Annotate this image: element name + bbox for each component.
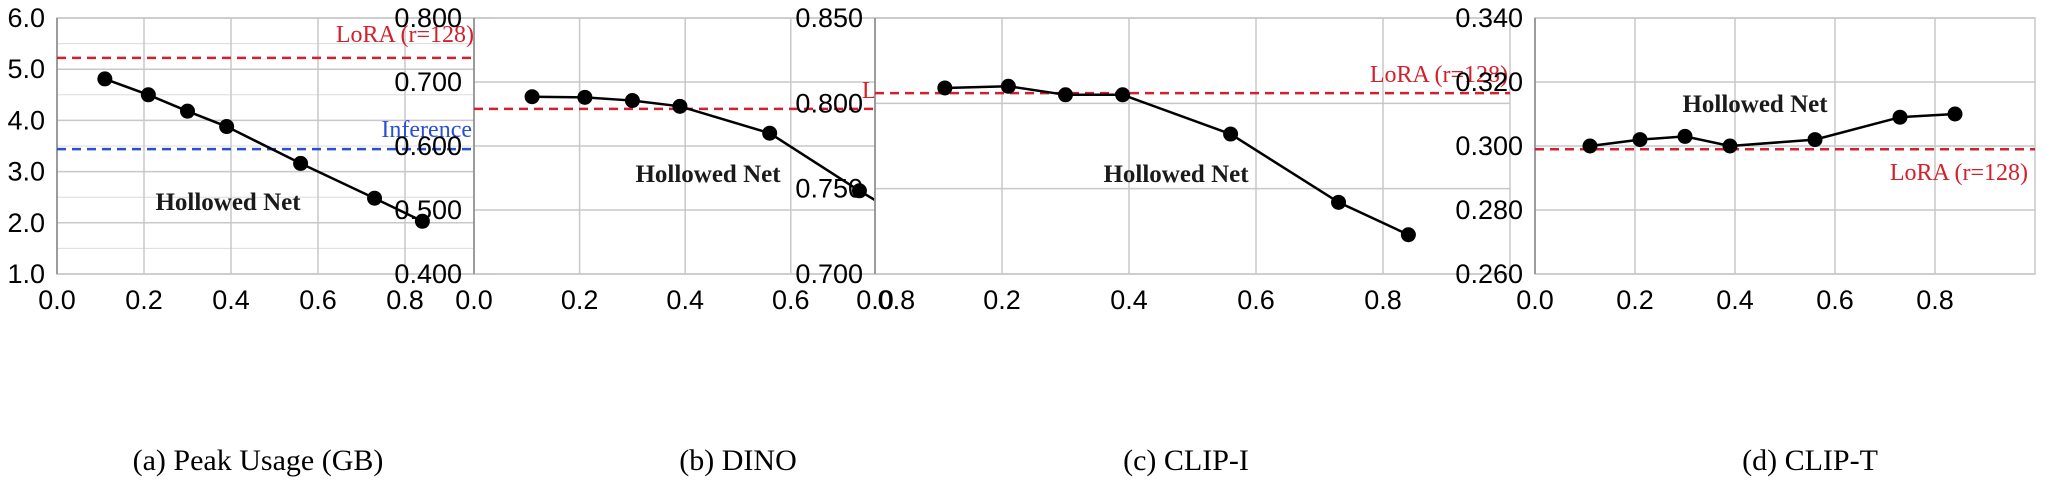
x-tick-label: 0.8 bbox=[878, 285, 916, 315]
data-point bbox=[1722, 138, 1738, 154]
data-point bbox=[524, 89, 540, 105]
y-tick-label: 0.400 bbox=[394, 259, 462, 289]
reference-line-label: LoRA (r=128) bbox=[336, 22, 474, 48]
y-tick-label: 0.300 bbox=[1455, 131, 1523, 161]
y-tick-label: 5.0 bbox=[7, 54, 45, 84]
panel-caption: (d) CLIP-T bbox=[1742, 444, 1878, 477]
series-label: Hollowed Net bbox=[155, 189, 301, 216]
x-tick-label: 0.8 bbox=[1916, 285, 1954, 315]
data-point bbox=[762, 125, 778, 141]
series-label: Hollowed Net bbox=[635, 161, 781, 188]
data-point bbox=[672, 98, 688, 114]
data-point bbox=[1058, 87, 1073, 103]
x-tick-label: 0.4 bbox=[212, 285, 250, 315]
data-point bbox=[414, 213, 430, 229]
y-tick-label: 0.700 bbox=[795, 259, 863, 289]
y-tick-label: 4.0 bbox=[7, 105, 45, 135]
x-tick-label: 0.0 bbox=[1516, 285, 1554, 315]
chart-panel-1: 1.0 2.0 3.0 4.0 5.0 6.0 0.0 0.2 0.4 0.6 0.8 LoRA (r… bbox=[7, 3, 493, 477]
x-tick-label: 0.4 bbox=[1716, 285, 1754, 315]
y-tick-label: 0.600 bbox=[394, 131, 462, 161]
x-tick-label: 0.2 bbox=[125, 285, 163, 315]
data-point bbox=[851, 183, 867, 199]
y-tick-label: 0.750 bbox=[795, 174, 863, 204]
data-point bbox=[293, 155, 309, 171]
x-tick-label: 0.0 bbox=[856, 285, 894, 315]
data-point bbox=[624, 93, 640, 109]
data-point bbox=[577, 89, 593, 105]
y-tick-label: 0.280 bbox=[1455, 195, 1523, 225]
data-point bbox=[1632, 132, 1648, 148]
y-tick-label: 3.0 bbox=[7, 157, 45, 187]
y-tick-label: 0.850 bbox=[795, 3, 863, 33]
x-tick-label: 0.8 bbox=[1364, 285, 1402, 315]
data-point bbox=[1000, 78, 1016, 94]
data-point bbox=[180, 103, 195, 119]
x-tick-label: 0.0 bbox=[38, 285, 76, 315]
x-tick-label: 0.0 bbox=[455, 285, 493, 315]
x-tick-label: 0.8 bbox=[386, 285, 424, 315]
data-point bbox=[1115, 87, 1131, 103]
x-tick-label: 0.4 bbox=[666, 285, 704, 315]
chart-panel-4: 0.260 0.280 0.300 0.320 0.340 0.0 0.2 0.4 0.6 0.8… bbox=[1455, 3, 2036, 477]
data-point bbox=[937, 80, 953, 96]
y-tick-label: 6.0 bbox=[7, 3, 45, 33]
data-point bbox=[1331, 194, 1347, 210]
data-point bbox=[1223, 126, 1239, 142]
y-tick-label: 1.0 bbox=[7, 259, 45, 289]
x-tick-label: 0.2 bbox=[1616, 285, 1654, 315]
panel-caption: (a) Peak Usage (GB) bbox=[133, 444, 384, 477]
data-point bbox=[219, 119, 235, 135]
data-point bbox=[367, 190, 383, 206]
reference-line-label: LoRA (r=128) bbox=[1890, 160, 2028, 186]
reference-line-label: Inference bbox=[381, 117, 472, 143]
x-tick-label: 0.6 bbox=[1237, 285, 1275, 315]
x-tick-label: 0.6 bbox=[1816, 285, 1854, 315]
panel-caption: (c) CLIP-I bbox=[1123, 444, 1249, 477]
data-point bbox=[1400, 227, 1416, 243]
y-tick-label: 0.320 bbox=[1455, 67, 1523, 97]
panel-caption: (b) DINO bbox=[679, 444, 796, 477]
x-tick-label: 0.4 bbox=[1110, 285, 1148, 315]
data-point bbox=[1892, 109, 1908, 125]
data-point bbox=[140, 87, 156, 103]
data-point bbox=[97, 71, 113, 87]
y-tick-label: 0.340 bbox=[1455, 3, 1523, 33]
reference-line-label: LoRA (r=128) bbox=[1370, 62, 1508, 88]
y-tick-label: 0.260 bbox=[1455, 259, 1523, 289]
data-point bbox=[1582, 138, 1598, 154]
x-tick-label: 0.6 bbox=[772, 285, 810, 315]
series-label: Hollowed Net bbox=[1103, 161, 1249, 188]
x-tick-label: 0.2 bbox=[561, 285, 599, 315]
y-tick-label: 0.700 bbox=[394, 67, 462, 97]
series-label: Hollowed Net bbox=[1682, 91, 1828, 118]
y-tick-label: 0.800 bbox=[795, 88, 863, 118]
y-tick-label: 0.800 bbox=[394, 3, 462, 33]
data-point bbox=[1807, 132, 1823, 148]
y-tick-label: 2.0 bbox=[7, 208, 45, 238]
x-tick-label: 0.6 bbox=[299, 285, 337, 315]
data-point bbox=[1677, 128, 1693, 144]
x-tick-label: 0.2 bbox=[983, 285, 1021, 315]
data-point bbox=[1947, 106, 1963, 122]
y-tick-label: 0.500 bbox=[394, 195, 462, 225]
chart-panel-3: 0.700 0.750 0.800 0.850 0.0 0.2 0.4 0.6 0.8 LoRA … bbox=[795, 3, 1511, 477]
